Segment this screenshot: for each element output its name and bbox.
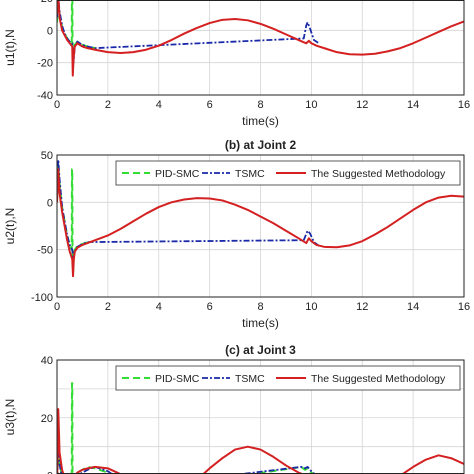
y-tick-label: 0 xyxy=(47,471,53,474)
subplot-title: (c) at Joint 3 xyxy=(225,343,296,357)
y-axis-label: u2(t),N xyxy=(3,208,17,245)
x-axis-label: time(s) xyxy=(242,316,279,330)
x-tick-label: 6 xyxy=(207,99,213,111)
x-tick-label: 0 xyxy=(54,301,60,313)
legend: PID-SMC TSMC The Suggested Methodology xyxy=(115,160,461,186)
subplot-3: 0 20 40 u3(t),N (c) at Joint 3 PID-SMC TSMC The… xyxy=(3,343,465,474)
legend: PID-SMC TSMC The Suggested Methodology xyxy=(115,365,461,391)
x-tick-label: 16 xyxy=(458,99,470,111)
x-tick-label: 0 xyxy=(54,99,60,111)
legend-label: TSMC xyxy=(235,168,265,180)
legend-label: The Suggested Methodology xyxy=(311,373,446,385)
legend-label: TSMC xyxy=(235,373,265,385)
x-tick-label: 16 xyxy=(458,301,470,313)
x-tick-label: 12 xyxy=(356,301,368,313)
x-tick-label: 12 xyxy=(356,99,368,111)
x-tick-label: 4 xyxy=(156,301,162,313)
y-tick-label: -40 xyxy=(37,90,53,102)
y-tick-label: 40 xyxy=(41,355,53,367)
subplot-title: (b) at Joint 2 xyxy=(225,138,297,152)
y-tick-label: -50 xyxy=(37,245,53,257)
x-tick-label: 4 xyxy=(156,99,162,111)
x-tick-label: 10 xyxy=(305,99,317,111)
x-tick-label: 2 xyxy=(105,301,111,313)
y-axis-label: u3(t),N xyxy=(3,399,17,436)
x-tick-label: 6 xyxy=(207,301,213,313)
x-tick-label: 8 xyxy=(257,301,263,313)
x-tick-label: 2 xyxy=(105,99,111,111)
subplot-1: -40 -20 0 20 0 2 4 6 8 10 12 14 16 u1(t),N time(s) xyxy=(3,0,470,128)
series-line-the-suggested-methodology xyxy=(57,0,464,77)
x-axis-label: time(s) xyxy=(242,114,279,128)
y-tick-label: 20 xyxy=(41,0,53,5)
y-tick-label: -100 xyxy=(31,292,53,304)
axes-frame xyxy=(56,0,465,96)
x-tick-label: 14 xyxy=(407,99,419,111)
y-tick-label: 50 xyxy=(41,150,53,162)
y-axis-label: u1(t),N xyxy=(3,29,17,66)
legend-label: PID-SMC xyxy=(155,168,200,180)
legend-label: PID-SMC xyxy=(155,373,200,385)
axes-frame xyxy=(56,154,465,298)
y-tick-label: 0 xyxy=(47,197,53,209)
x-tick-label: 8 xyxy=(257,99,263,111)
series-line-tsmc xyxy=(57,0,320,64)
x-tick-label: 14 xyxy=(407,301,419,313)
y-tick-label: 0 xyxy=(47,25,53,37)
series-line-the-suggested-methodology xyxy=(57,168,464,278)
y-tick-label: -20 xyxy=(37,58,53,70)
subplot-2: -100 -50 0 50 0 2 4 6 8 10 12 14 16 u2(t),N time(s) (b)… xyxy=(3,138,470,330)
legend-label: The Suggested Methodology xyxy=(311,168,446,180)
x-tick-label: 10 xyxy=(305,301,317,313)
series-line-pid-smc xyxy=(57,382,316,474)
y-tick-label: 20 xyxy=(41,413,53,425)
